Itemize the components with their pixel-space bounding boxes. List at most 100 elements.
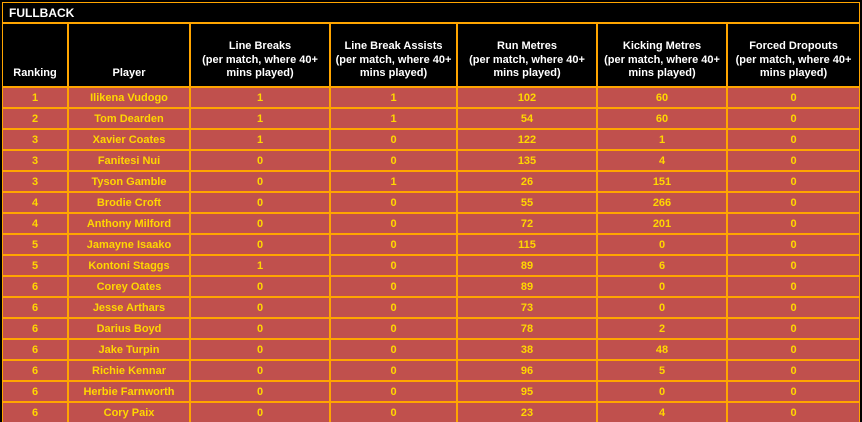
column-header-kicking-metres: Kicking Metres (per match, where 40+ min… — [597, 23, 727, 87]
line-break-assists-cell: 0 — [330, 402, 457, 422]
table-row: 6 Herbie Farnworth 0 0 95 0 0 — [2, 381, 861, 402]
table-row: 6 Cory Paix 0 0 23 4 0 — [2, 402, 861, 422]
kicking-metres-cell: 60 — [597, 108, 727, 129]
forced-dropouts-cell: 0 — [727, 87, 861, 108]
forced-dropouts-cell: 0 — [727, 402, 861, 422]
line-break-assists-cell: 0 — [330, 360, 457, 381]
table-title: FULLBACK — [2, 2, 861, 23]
kicking-metres-cell: 48 — [597, 339, 727, 360]
run-metres-cell: 95 — [457, 381, 597, 402]
column-header-line-break-assists: Line Break Assists (per match, where 40+… — [330, 23, 457, 87]
run-metres-cell: 115 — [457, 234, 597, 255]
line-breaks-cell: 0 — [190, 360, 330, 381]
player-cell: Cory Paix — [68, 402, 190, 422]
run-metres-cell: 72 — [457, 213, 597, 234]
column-header-label: Run Metres — [497, 39, 557, 52]
forced-dropouts-cell: 0 — [727, 339, 861, 360]
forced-dropouts-cell: 0 — [727, 318, 861, 339]
forced-dropouts-cell: 0 — [727, 234, 861, 255]
ranking-cell: 6 — [2, 276, 68, 297]
line-breaks-cell: 0 — [190, 213, 330, 234]
line-break-assists-cell: 0 — [330, 234, 457, 255]
player-cell: Tyson Gamble — [68, 171, 190, 192]
table-body: 1 Ilikena Vudogo 1 1 102 60 0 2 Tom Dear… — [2, 87, 861, 422]
column-header-qualifier: (per match, where 40+ mins played) — [735, 53, 852, 80]
forced-dropouts-cell: 0 — [727, 108, 861, 129]
player-cell: Anthony Milford — [68, 213, 190, 234]
player-cell: Tom Dearden — [68, 108, 190, 129]
column-header-row: Ranking Player Line Breaks (per match, w… — [2, 23, 861, 87]
column-header-player: Player — [68, 23, 190, 87]
forced-dropouts-cell: 0 — [727, 129, 861, 150]
line-breaks-cell: 1 — [190, 255, 330, 276]
player-cell: Herbie Farnworth — [68, 381, 190, 402]
line-break-assists-cell: 0 — [330, 339, 457, 360]
kicking-metres-cell: 0 — [597, 381, 727, 402]
line-breaks-cell: 0 — [190, 381, 330, 402]
run-metres-cell: 96 — [457, 360, 597, 381]
kicking-metres-cell: 151 — [597, 171, 727, 192]
table-row: 4 Brodie Croft 0 0 55 266 0 — [2, 192, 861, 213]
column-header-qualifier: (per match, where 40+ mins played) — [202, 53, 318, 80]
line-break-assists-cell: 0 — [330, 381, 457, 402]
player-cell: Richie Kennar — [68, 360, 190, 381]
kicking-metres-cell: 1 — [597, 129, 727, 150]
ranking-cell: 4 — [2, 213, 68, 234]
kicking-metres-cell: 4 — [597, 150, 727, 171]
player-cell: Brodie Croft — [68, 192, 190, 213]
line-breaks-cell: 0 — [190, 318, 330, 339]
table-row: 3 Xavier Coates 1 0 122 1 0 — [2, 129, 861, 150]
line-breaks-cell: 0 — [190, 297, 330, 318]
line-break-assists-cell: 1 — [330, 87, 457, 108]
kicking-metres-cell: 4 — [597, 402, 727, 422]
column-header-label: Forced Dropouts — [749, 39, 838, 52]
column-header-qualifier: (per match, where 40+ mins played) — [604, 53, 720, 80]
table-row: 6 Jake Turpin 0 0 38 48 0 — [2, 339, 861, 360]
line-break-assists-cell: 0 — [330, 213, 457, 234]
player-cell: Jamayne Isaako — [68, 234, 190, 255]
line-break-assists-cell: 0 — [330, 297, 457, 318]
player-cell: Fanitesi Nui — [68, 150, 190, 171]
line-breaks-cell: 0 — [190, 192, 330, 213]
ranking-cell: 6 — [2, 381, 68, 402]
table-row: 3 Fanitesi Nui 0 0 135 4 0 — [2, 150, 861, 171]
ranking-cell: 5 — [2, 234, 68, 255]
ranking-cell: 3 — [2, 150, 68, 171]
forced-dropouts-cell: 0 — [727, 192, 861, 213]
forced-dropouts-cell: 0 — [727, 213, 861, 234]
ranking-cell: 6 — [2, 360, 68, 381]
line-breaks-cell: 0 — [190, 339, 330, 360]
player-cell: Xavier Coates — [68, 129, 190, 150]
line-break-assists-cell: 0 — [330, 318, 457, 339]
ranking-cell: 4 — [2, 192, 68, 213]
column-header-forced-dropouts: Forced Dropouts (per match, where 40+ mi… — [727, 23, 861, 87]
run-metres-cell: 135 — [457, 150, 597, 171]
run-metres-cell: 89 — [457, 255, 597, 276]
kicking-metres-cell: 0 — [597, 276, 727, 297]
column-header-line-breaks: Line Breaks (per match, where 40+ mins p… — [190, 23, 330, 87]
forced-dropouts-cell: 0 — [727, 171, 861, 192]
line-breaks-cell: 0 — [190, 234, 330, 255]
table-row: 3 Tyson Gamble 0 1 26 151 0 — [2, 171, 861, 192]
ranking-cell: 3 — [2, 171, 68, 192]
line-break-assists-cell: 0 — [330, 192, 457, 213]
run-metres-cell: 23 — [457, 402, 597, 422]
forced-dropouts-cell: 0 — [727, 276, 861, 297]
table-row: 6 Darius Boyd 0 0 78 2 0 — [2, 318, 861, 339]
ranking-cell: 6 — [2, 402, 68, 422]
table-row: 4 Anthony Milford 0 0 72 201 0 — [2, 213, 861, 234]
column-header-qualifier: (per match, where 40+ mins played) — [335, 53, 452, 80]
column-header-label: Line Break Assists — [344, 39, 443, 52]
ranking-cell: 6 — [2, 297, 68, 318]
line-break-assists-cell: 0 — [330, 150, 457, 171]
table-row: 6 Richie Kennar 0 0 96 5 0 — [2, 360, 861, 381]
forced-dropouts-cell: 0 — [727, 150, 861, 171]
run-metres-cell: 122 — [457, 129, 597, 150]
run-metres-cell: 38 — [457, 339, 597, 360]
run-metres-cell: 73 — [457, 297, 597, 318]
line-break-assists-cell: 0 — [330, 129, 457, 150]
column-header-run-metres: Run Metres (per match, where 40+ mins pl… — [457, 23, 597, 87]
table-row: 5 Kontoni Staggs 1 0 89 6 0 — [2, 255, 861, 276]
